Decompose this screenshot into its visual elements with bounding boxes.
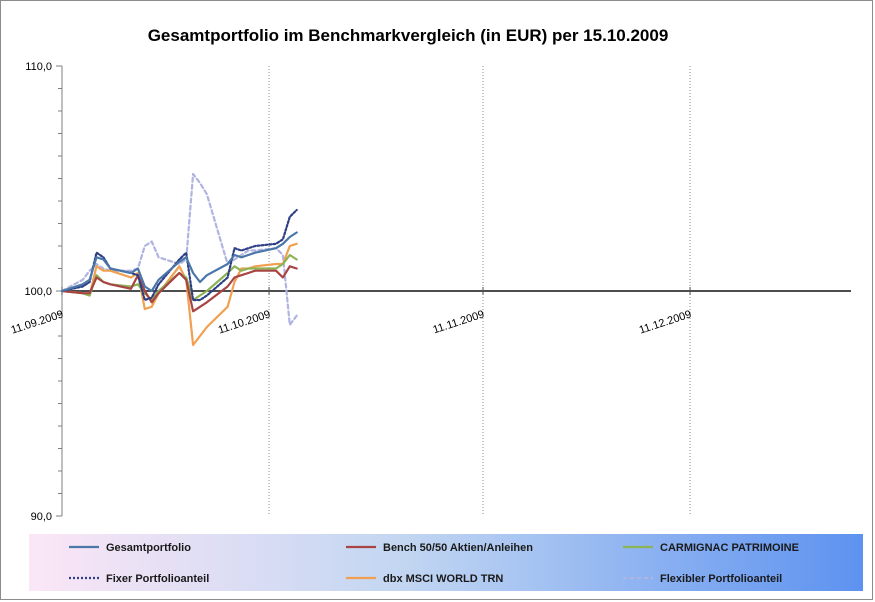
legend-label: Gesamtportfolio [106, 542, 191, 554]
legend-label: Flexibler Portfolioanteil [660, 573, 782, 585]
legend-label: CARMIGNAC PATRIMOINE [660, 542, 799, 554]
legend-box [29, 534, 863, 591]
x-tick-label: 11.11.2009 [431, 308, 486, 336]
legend-label: Bench 50/50 Aktien/Anleihen [383, 542, 533, 554]
chart-title: Gesamtportfolio im Benchmarkvergleich (i… [148, 26, 669, 45]
legend-label: Fixer Portfolioanteil [106, 573, 209, 585]
axis-layer [61, 66, 851, 516]
ytick-layer: 110,0 100,0 90,0 [24, 61, 62, 523]
x-tick-label: 11.12.2009 [638, 308, 693, 336]
x-tick-label: 11.10.2009 [217, 308, 272, 336]
series-line-flexibler-portfolioanteil [60, 172, 298, 326]
series-line-fixer-portfolioanteil [60, 208, 298, 302]
y-tick-label: 110,0 [25, 61, 52, 73]
series-layer [60, 172, 298, 347]
series-line-bench-50-50-aktien-anleihen [60, 265, 298, 313]
y-tick-label: 90,0 [31, 511, 52, 523]
xtick-layer: 11.09.2009 11.10.2009 11.11.2009 11.12.2009 [10, 287, 693, 337]
series-line-gesamtportfolio [60, 231, 298, 293]
y-tick-label: 100,0 [24, 286, 52, 298]
legend: Gesamtportfolio Bench 50/50 Aktien/Anleih… [29, 534, 863, 591]
x-tick-label: 11.09.2009 [10, 308, 65, 336]
legend-label: dbx MSCI WORLD TRN [383, 573, 503, 585]
